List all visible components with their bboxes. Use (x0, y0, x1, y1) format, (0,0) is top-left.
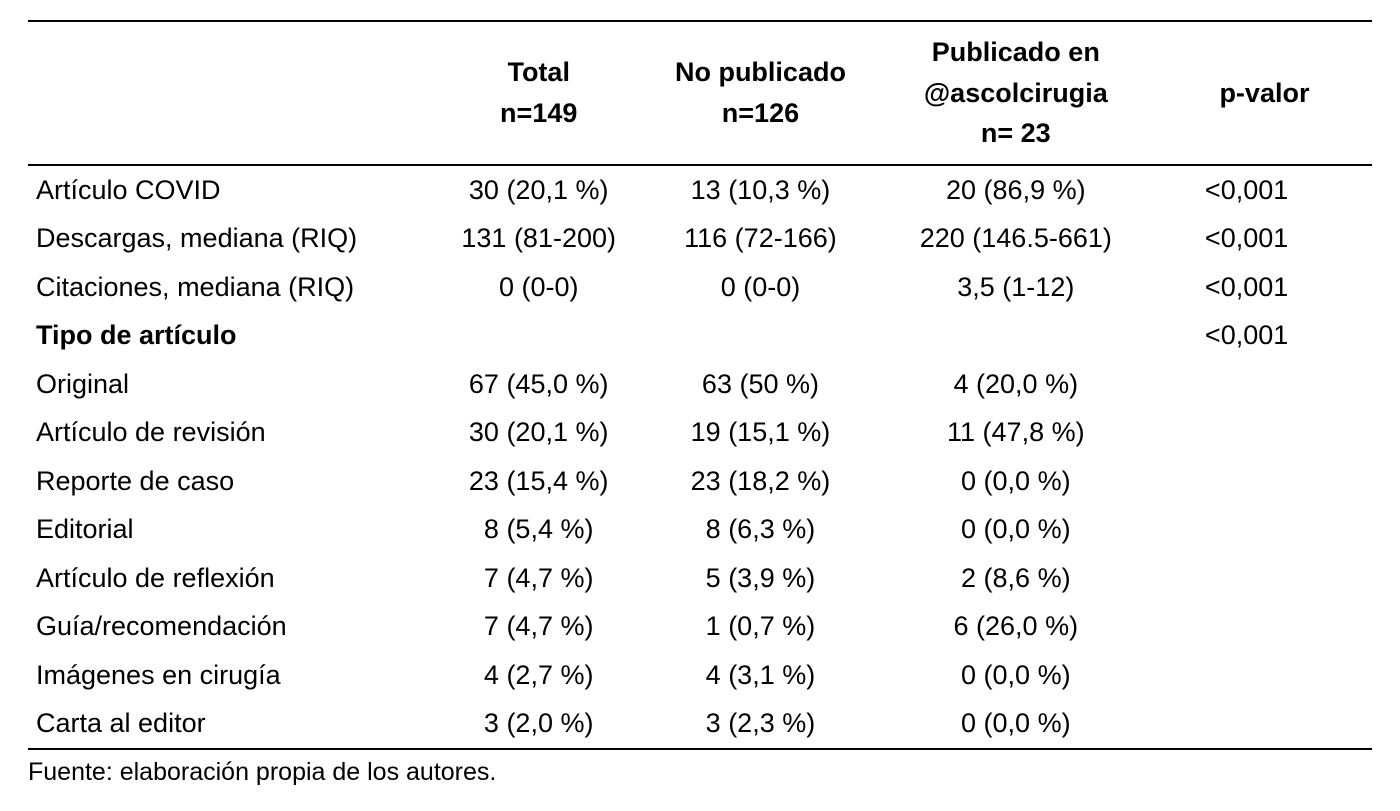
col-header-pub: Publicado en @ascolcirugia n= 23 (875, 21, 1157, 165)
cell-total: 23 (15,4 %) (431, 457, 646, 506)
row-label: Guía/recomendación (28, 602, 431, 651)
cell-pval (1157, 651, 1372, 700)
cell-pval (1157, 408, 1372, 457)
cell-pval (1157, 505, 1372, 554)
cell-pub: 3,5 (1-12) (875, 263, 1157, 312)
col-header-total-line2: n=149 (439, 93, 638, 134)
cell-pub: 11 (47,8 %) (875, 408, 1157, 457)
cell-total: 30 (20,1 %) (431, 165, 646, 215)
cell-pval (1157, 457, 1372, 506)
col-header-nopub: No publicado n=126 (646, 21, 874, 165)
cell-pub: 4 (20,0 %) (875, 360, 1157, 409)
cell-nopub: 4 (3,1 %) (646, 651, 874, 700)
col-header-pval: p-valor (1157, 21, 1372, 165)
row-label: Artículo de reflexión (28, 554, 431, 603)
cell-pval (1157, 554, 1372, 603)
cell-pval (1157, 699, 1372, 749)
cell-total: 67 (45,0 %) (431, 360, 646, 409)
row-label: Citaciones, mediana (RIQ) (28, 263, 431, 312)
cell-total: 3 (2,0 %) (431, 699, 646, 749)
table-row: Editorial8 (5,4 %)8 (6,3 %)0 (0,0 %) (28, 505, 1372, 554)
col-header-pval-line1: p-valor (1165, 73, 1364, 114)
cell-pval: <0,001 (1157, 165, 1372, 215)
table-row: Guía/recomendación7 (4,7 %)1 (0,7 %)6 (2… (28, 602, 1372, 651)
cell-nopub: 116 (72-166) (646, 214, 874, 263)
table-row: Artículo de revisión30 (20,1 %)19 (15,1 … (28, 408, 1372, 457)
cell-pub: 6 (26,0 %) (875, 602, 1157, 651)
row-label: Carta al editor (28, 699, 431, 749)
cell-pval (1157, 602, 1372, 651)
row-label: Tipo de artículo (28, 311, 431, 360)
row-label: Descargas, mediana (RIQ) (28, 214, 431, 263)
row-label: Artículo COVID (28, 165, 431, 215)
cell-pub: 0 (0,0 %) (875, 699, 1157, 749)
table-body: Artículo COVID30 (20,1 %)13 (10,3 %)20 (… (28, 165, 1372, 749)
cell-nopub: 19 (15,1 %) (646, 408, 874, 457)
row-label: Editorial (28, 505, 431, 554)
cell-total: 7 (4,7 %) (431, 602, 646, 651)
col-header-pub-line3: n= 23 (883, 113, 1149, 154)
cell-pub: 0 (0,0 %) (875, 457, 1157, 506)
table-row: Citaciones, mediana (RIQ)0 (0-0)0 (0-0)3… (28, 263, 1372, 312)
table-source-note: Fuente: elaboración propia de los autore… (28, 750, 1372, 787)
table-row: Reporte de caso23 (15,4 %)23 (18,2 %)0 (… (28, 457, 1372, 506)
cell-pub: 0 (0,0 %) (875, 651, 1157, 700)
cell-nopub: 1 (0,7 %) (646, 602, 874, 651)
cell-pval: <0,001 (1157, 311, 1372, 360)
row-label: Artículo de revisión (28, 408, 431, 457)
cell-nopub: 8 (6,3 %) (646, 505, 874, 554)
cell-total: 0 (0-0) (431, 263, 646, 312)
cell-pval: <0,001 (1157, 263, 1372, 312)
cell-pub: 20 (86,9 %) (875, 165, 1157, 215)
page: Total n=149 No publicado n=126 Publicado… (0, 0, 1400, 811)
cell-total: 4 (2,7 %) (431, 651, 646, 700)
table-row: Carta al editor3 (2,0 %)3 (2,3 %)0 (0,0 … (28, 699, 1372, 749)
cell-nopub: 0 (0-0) (646, 263, 874, 312)
cell-pval (1157, 360, 1372, 409)
col-header-nopub-line1: No publicado (654, 52, 866, 93)
table-row: Artículo COVID30 (20,1 %)13 (10,3 %)20 (… (28, 165, 1372, 215)
cell-pub: 220 (146.5-661) (875, 214, 1157, 263)
cell-nopub: 63 (50 %) (646, 360, 874, 409)
row-label: Reporte de caso (28, 457, 431, 506)
col-header-nopub-line2: n=126 (654, 93, 866, 134)
cell-total: 30 (20,1 %) (431, 408, 646, 457)
cell-nopub: 5 (3,9 %) (646, 554, 874, 603)
col-header-total-line1: Total (439, 52, 638, 93)
table-row: Imágenes en cirugía4 (2,7 %)4 (3,1 %)0 (… (28, 651, 1372, 700)
cell-nopub (646, 311, 874, 360)
results-table: Total n=149 No publicado n=126 Publicado… (28, 20, 1372, 750)
cell-pub: 2 (8,6 %) (875, 554, 1157, 603)
row-label: Original (28, 360, 431, 409)
cell-pub (875, 311, 1157, 360)
col-header-pub-line2: @ascolcirugia (883, 73, 1149, 114)
table-header: Total n=149 No publicado n=126 Publicado… (28, 21, 1372, 165)
cell-nopub: 3 (2,3 %) (646, 699, 874, 749)
table-header-row: Total n=149 No publicado n=126 Publicado… (28, 21, 1372, 165)
cell-nopub: 13 (10,3 %) (646, 165, 874, 215)
col-header-label (28, 21, 431, 165)
col-header-total: Total n=149 (431, 21, 646, 165)
col-header-pub-line1: Publicado en (883, 32, 1149, 73)
cell-nopub: 23 (18,2 %) (646, 457, 874, 506)
cell-pub: 0 (0,0 %) (875, 505, 1157, 554)
cell-total: 7 (4,7 %) (431, 554, 646, 603)
table-row: Tipo de artículo <0,001 (28, 311, 1372, 360)
cell-pval: <0,001 (1157, 214, 1372, 263)
cell-total (431, 311, 646, 360)
cell-total: 8 (5,4 %) (431, 505, 646, 554)
cell-total: 131 (81-200) (431, 214, 646, 263)
table-row: Artículo de reflexión7 (4,7 %)5 (3,9 %)2… (28, 554, 1372, 603)
table-row: Descargas, mediana (RIQ)131 (81-200)116 … (28, 214, 1372, 263)
table-row: Original67 (45,0 %)63 (50 %)4 (20,0 %) (28, 360, 1372, 409)
row-label: Imágenes en cirugía (28, 651, 431, 700)
